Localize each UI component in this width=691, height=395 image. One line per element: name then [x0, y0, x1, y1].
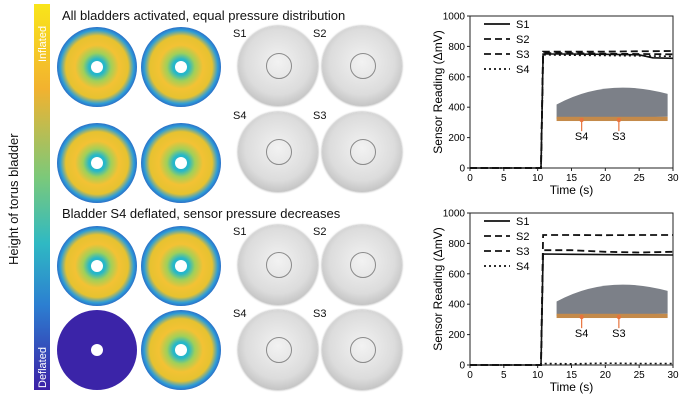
y-tick-label: 1000	[443, 209, 466, 220]
photo-top-s4	[238, 112, 318, 192]
inset-sole	[556, 313, 668, 319]
inset-label: S4	[575, 131, 588, 143]
y-tick-label: 0	[459, 361, 465, 372]
label-bottom-s4: S4	[233, 308, 247, 320]
colorbar-top-label: Inflated	[37, 25, 49, 62]
inset-pointer-dot	[579, 314, 584, 320]
inset-pointer-dot	[616, 314, 622, 320]
inset-label: S4	[575, 328, 588, 340]
y-tick-label: 400	[448, 300, 465, 311]
inset-pointer-dot	[616, 117, 622, 123]
series-line-s4	[470, 53, 674, 169]
x-tick-label: 15	[566, 370, 578, 381]
x-tick-label: 5	[501, 370, 507, 381]
chart-top: 0 200 400 600 800 1000 0 5 10 15 20 25 30 Time (s) Sen…	[431, 12, 679, 198]
colorbar-axis-label: Height of torus bladder	[6, 133, 21, 265]
legend-label-s2: S2	[516, 34, 529, 46]
height-colorbar	[34, 4, 50, 390]
legend-label-s4: S4	[516, 64, 529, 76]
label-top-s2: S2	[313, 28, 327, 40]
legend-label-s1: S1	[516, 19, 529, 31]
y-tick-label: 0	[459, 164, 465, 175]
x-axis-label: Time (s)	[550, 380, 594, 394]
photo-bottom-s1	[238, 225, 318, 305]
x-tick-label: 10	[532, 370, 544, 381]
series-line-s4	[470, 362, 673, 366]
label-top-s1: S1	[233, 28, 247, 40]
torus-bottom-s4-deflated	[57, 310, 137, 390]
label-top-s3: S3	[313, 110, 327, 122]
y-tick-label: 600	[448, 72, 465, 83]
torus-bottom-s2	[141, 226, 221, 306]
torus-top-s3	[141, 123, 221, 203]
torus-bottom-s3	[141, 310, 221, 390]
torus-bottom-s1	[57, 226, 137, 306]
photo-top-s3	[322, 112, 402, 192]
y-tick-label: 200	[448, 133, 465, 144]
photo-top-s2	[322, 26, 402, 106]
x-tick-label: 30	[667, 370, 679, 381]
y-tick-label: 400	[448, 103, 465, 114]
torus-top-s1	[57, 27, 137, 107]
torus-top-s2	[141, 27, 221, 107]
y-axis-label: Sensor Reading (ΔmV)	[431, 227, 445, 350]
inset-pointer-dot	[579, 117, 584, 123]
x-tick-label: 0	[467, 370, 473, 381]
label-bottom-s1: S1	[233, 226, 247, 238]
top-panel-title: All bladders activated, equal pressure d…	[62, 8, 346, 23]
y-axis-label: Sensor Reading (ΔmV)	[431, 30, 445, 153]
bottom-panel-title: Bladder S4 deflated, sensor pressure dec…	[62, 206, 341, 221]
torus-simulations	[57, 27, 221, 390]
y-tick-label: 600	[448, 269, 465, 280]
label-bottom-s2: S2	[313, 226, 327, 238]
x-tick-label: 25	[634, 370, 646, 381]
inset-shoe-shape	[556, 87, 668, 119]
legend-label-s4: S4	[516, 261, 529, 273]
inset-label: S3	[612, 131, 625, 143]
x-tick-label: 0	[467, 173, 473, 184]
legend-label-s2: S2	[516, 231, 529, 243]
legend-label-s3: S3	[516, 246, 529, 258]
photo-bottom-s4	[238, 310, 318, 390]
legend-label-s1: S1	[516, 216, 529, 228]
y-tick-label: 1000	[443, 12, 466, 23]
y-tick-label: 200	[448, 330, 465, 341]
inset-label: S3	[612, 328, 625, 340]
y-tick-label: 800	[448, 239, 465, 250]
x-axis-label: Time (s)	[550, 183, 594, 197]
inset-shoe-shape	[556, 284, 668, 316]
x-tick-label: 30	[667, 173, 679, 184]
x-tick-label: 25	[634, 173, 646, 184]
y-tick-label: 800	[448, 42, 465, 53]
label-top-s4: S4	[233, 110, 247, 122]
photo-bottom-s3	[322, 310, 402, 390]
photo-top-s1	[238, 26, 318, 106]
label-bottom-s3: S3	[313, 308, 327, 320]
inset-sole	[556, 116, 668, 122]
legend-label-s3: S3	[516, 49, 529, 61]
colorbar-bottom-label: Deflated	[37, 347, 49, 388]
chart-bottom: 0 200 400 600 800 1000 0 5 10 15 20 25 30 Time (s) Sen…	[431, 209, 679, 395]
x-tick-label: 5	[501, 173, 507, 184]
x-tick-label: 20	[600, 173, 612, 184]
x-tick-label: 20	[600, 370, 612, 381]
x-tick-label: 10	[532, 173, 544, 184]
torus-top-s4	[57, 123, 137, 203]
x-tick-label: 15	[566, 173, 578, 184]
photo-bottom-s2	[322, 225, 402, 305]
